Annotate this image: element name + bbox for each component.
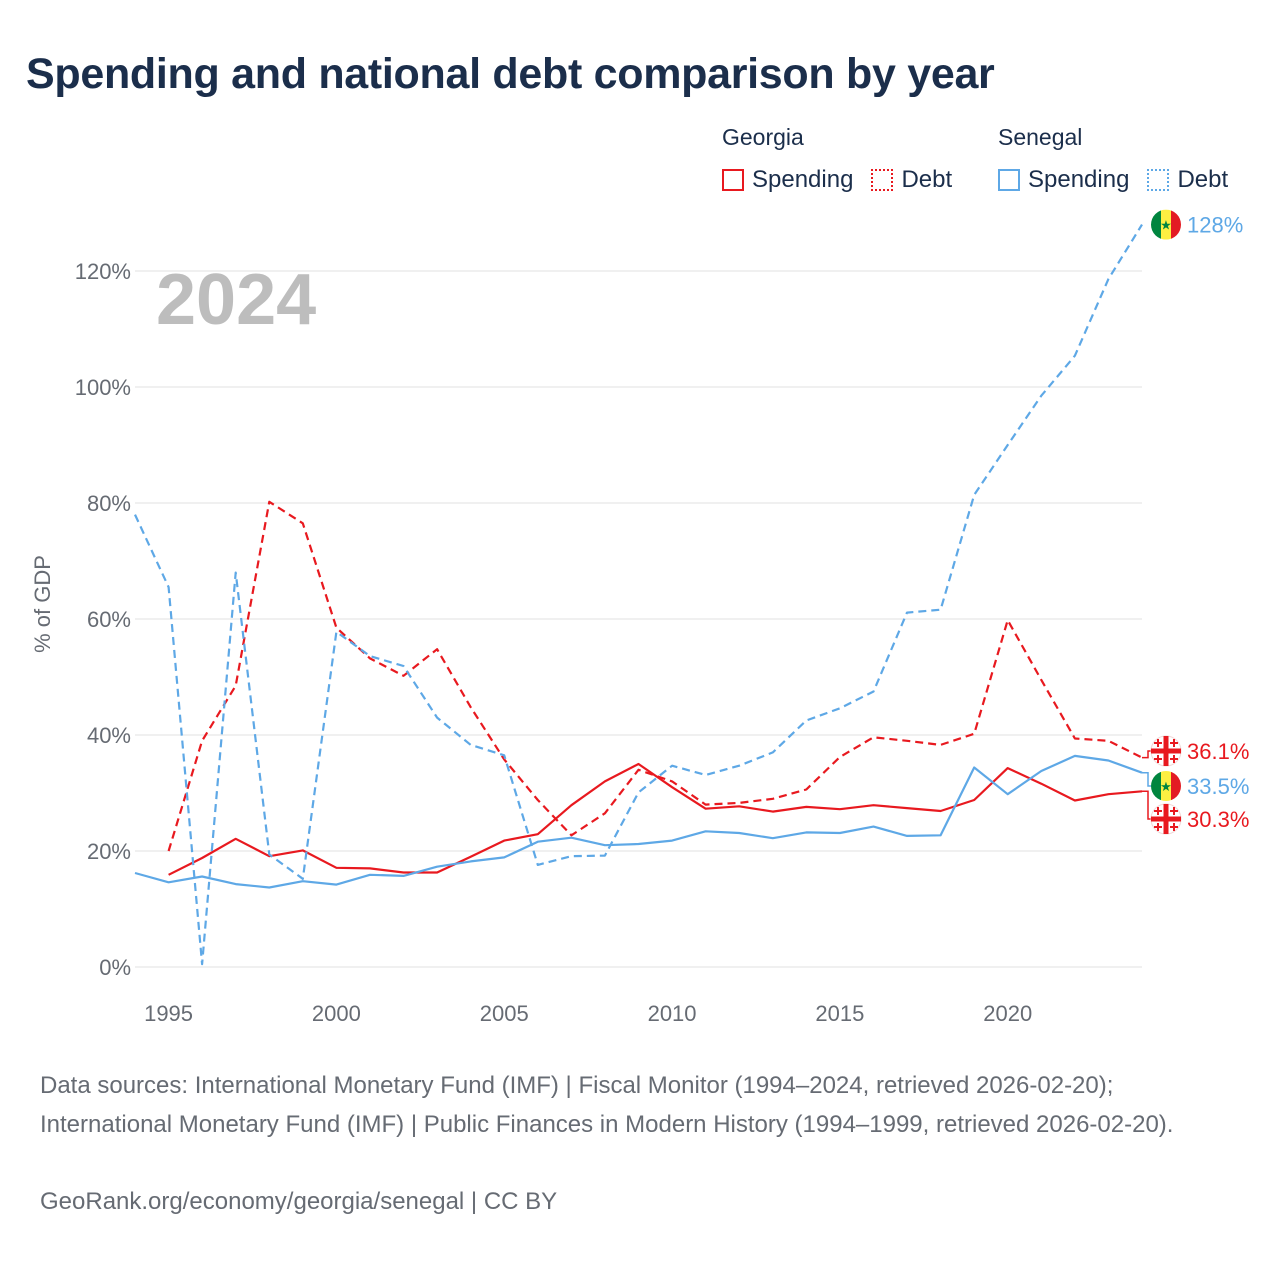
legend-label: Debt (901, 166, 953, 193)
legend-swatch-solid-icon (998, 169, 1020, 191)
x-tick-label: 2005 (480, 1001, 529, 1026)
x-tick-label: 2015 (815, 1001, 864, 1026)
end-label-connector (1142, 771, 1151, 787)
senegal-flag-icon: ★ (1151, 209, 1181, 240)
y-tick-label: 120% (75, 259, 131, 284)
y-tick-label: 20% (87, 839, 131, 864)
end-label-connector (1142, 790, 1151, 820)
legend-swatch-solid-icon (722, 169, 744, 191)
legend-item-senegal-spending[interactable]: Spending (998, 166, 1129, 194)
senegal-flag-icon: ★ (1151, 771, 1181, 801)
legend-item-senegal-debt[interactable]: Debt (1147, 166, 1228, 194)
legend-label: Spending (752, 166, 854, 193)
y-tick-label: 40% (87, 723, 131, 748)
legend-group-senegal: Senegal Spending Debt (998, 124, 1246, 194)
legend-label: Spending (1028, 166, 1130, 193)
legend-swatch-dotted-icon (871, 169, 894, 191)
legend-item-georgia-debt[interactable]: Debt (871, 166, 952, 194)
end-value-label: 36.1% (1187, 739, 1249, 764)
end-value-label: 33.5% (1187, 774, 1249, 799)
end-label-connector (1142, 750, 1151, 759)
y-tick-label: 100% (75, 375, 131, 400)
end-value-label: 128% (1187, 213, 1243, 238)
x-tick-label: 2020 (983, 1001, 1032, 1026)
legend-country-georgia: Georgia (722, 124, 804, 150)
series-line-senegal-debt (134, 224, 1143, 966)
series-line-georgia-debt (167, 500, 1143, 852)
svg-text:★: ★ (1160, 218, 1172, 233)
legend-label: Debt (1177, 166, 1229, 193)
line-chart: 2024 % of GDP 0% 20% 40% 60% 80% 100% 120% 1995… (30, 209, 1249, 1026)
y-tick-label: 0% (99, 955, 131, 980)
x-tick-label: 1995 (144, 1001, 193, 1026)
legend-swatch-dotted-icon (1147, 169, 1170, 191)
legend-country-senegal: Senegal (998, 124, 1083, 150)
chart-title: Spending and national debt comparison by… (26, 50, 995, 98)
georgia-flag-icon (1150, 803, 1182, 835)
credit-link[interactable]: GeoRank.org/economy/georgia/senegal | CC… (40, 1188, 558, 1215)
legend-item-georgia-spending[interactable]: Spending (722, 166, 853, 194)
series-line-georgia-spending (168, 762, 1143, 876)
x-tick-label: 2000 (312, 1001, 361, 1026)
y-tick-label: 60% (87, 607, 131, 632)
x-tick-label: 2010 (648, 1001, 697, 1026)
data-sources: Data sources: International Monetary Fun… (40, 1072, 1174, 1138)
legend-group-georgia: Georgia Spending Debt (722, 124, 970, 194)
svg-text:★: ★ (1160, 779, 1172, 794)
year-watermark: 2024 (156, 260, 316, 340)
end-value-label: 30.3% (1187, 807, 1249, 832)
y-axis-label: % of GDP (30, 555, 55, 653)
georgia-flag-icon (1150, 735, 1182, 767)
series-line-senegal-spending (134, 754, 1143, 889)
y-tick-label: 80% (87, 491, 131, 516)
